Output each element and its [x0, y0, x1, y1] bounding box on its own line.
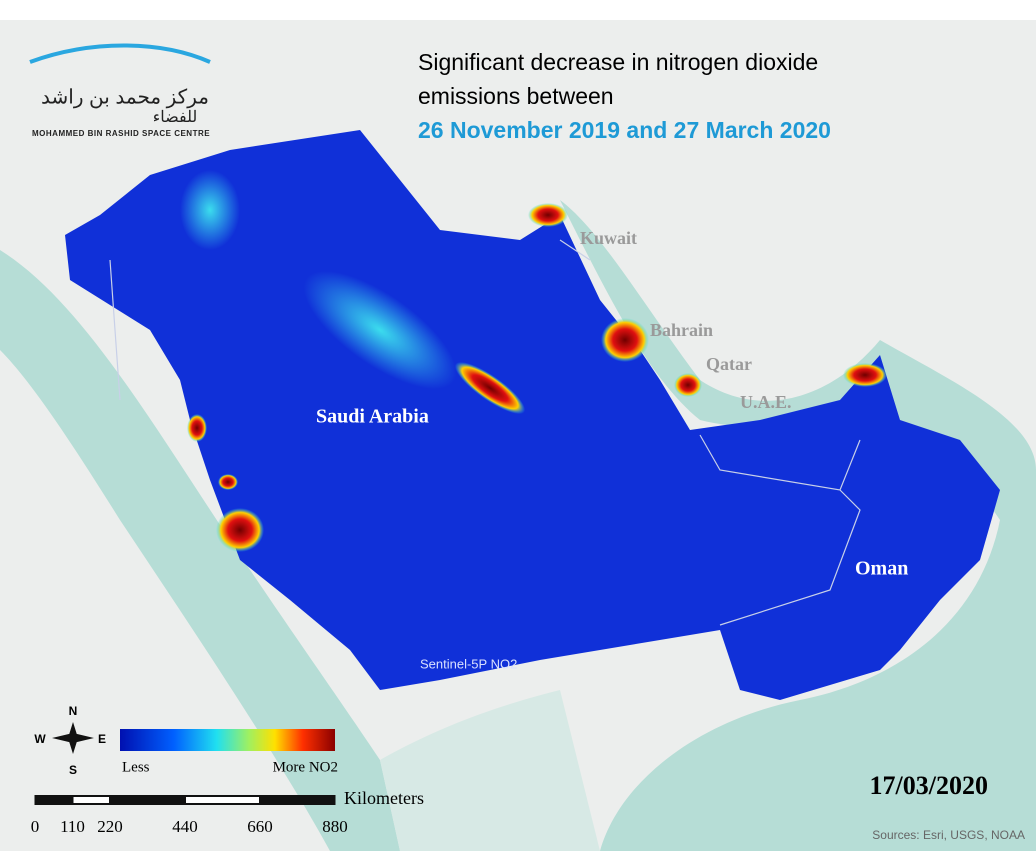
map-date: 17/03/2020 — [870, 771, 988, 800]
gulf-and-arabian-sea — [560, 200, 1036, 851]
top-strip — [0, 0, 1036, 20]
country-label: Qatar — [706, 354, 752, 374]
no2-hotspot — [601, 318, 649, 362]
no2-hotspot — [218, 474, 238, 490]
legend-high: More NO2 — [273, 759, 338, 775]
scale-bar-segment — [73, 797, 109, 803]
compass-n: N — [69, 704, 78, 718]
no2-hotspot — [187, 414, 207, 442]
scale-tick-label: 440 — [172, 817, 198, 836]
logo-arc — [29, 43, 211, 64]
title: emissions between — [418, 83, 614, 109]
legend-low: Less — [122, 759, 150, 775]
compass — [52, 722, 94, 754]
scale-tick-label: 110 — [60, 817, 85, 836]
logo-english: MOHAMMED BIN RASHID SPACE CENTRE — [32, 129, 210, 138]
country-label: Bahrain — [650, 320, 713, 340]
scale-bar-segment — [186, 797, 259, 803]
no2-hotspot — [843, 363, 887, 387]
scale-tick-label: 0 — [31, 817, 40, 836]
gulf-of-aden — [380, 690, 600, 851]
no2-coverage — [65, 130, 1000, 700]
logo-arabic: للفضاء — [153, 109, 198, 126]
sources: Sources: Esri, USGS, NOAA — [872, 828, 1025, 842]
compass-s: S — [69, 763, 77, 777]
scale-unit: Kilometers — [344, 788, 424, 808]
scale-tick-label: 660 — [247, 817, 273, 836]
country-label: Oman — [855, 558, 908, 580]
no2-hotspot — [454, 361, 526, 415]
country-label: Kuwait — [580, 228, 637, 248]
red-sea — [0, 250, 400, 851]
no2-hotspot — [528, 203, 568, 227]
compass-e: E — [98, 732, 106, 746]
no2-hotspot — [216, 508, 264, 552]
scale-tick-label: 880 — [322, 817, 348, 836]
border-line — [109, 239, 861, 626]
title: Significant decrease in nitrogen dioxide — [418, 49, 818, 75]
compass-w: W — [34, 732, 46, 746]
no2-hotspot — [674, 373, 702, 397]
country-label: Saudi Arabia — [316, 406, 429, 428]
no2-plume — [303, 270, 457, 390]
title-date-range: 26 November 2019 and 27 March 2020 — [418, 117, 831, 143]
scale-tick-label: 220 — [97, 817, 123, 836]
logo-arabic: مركز محمد بن راشد — [41, 86, 209, 108]
legend-colorbar — [120, 729, 335, 751]
no2-plume — [180, 170, 240, 250]
country-label: U.A.E. — [740, 392, 792, 412]
sensor-label: Sentinel-5P NO2 — [420, 656, 517, 671]
